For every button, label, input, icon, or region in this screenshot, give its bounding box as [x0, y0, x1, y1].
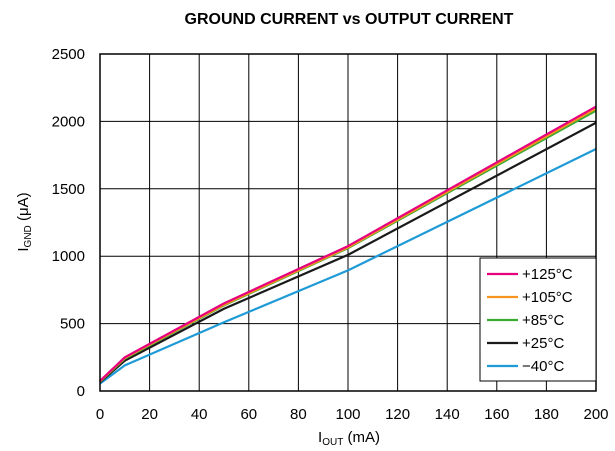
x-axis-label-subscript: OUT — [322, 437, 343, 448]
x-tick-label: 180 — [534, 406, 559, 423]
x-tick-label: 40 — [191, 406, 208, 423]
legend-label: +125°C — [522, 266, 573, 283]
y-tick-label: 2000 — [52, 113, 85, 130]
x-tick-label: 200 — [583, 406, 608, 423]
y-tick-label: 2500 — [52, 46, 85, 63]
legend: +125°C +105°C +85°C +25°C −40°C — [479, 257, 597, 382]
series-line-3 — [99, 121, 597, 384]
x-tick-label: 80 — [290, 406, 307, 423]
legend-label: +105°C — [522, 289, 573, 306]
x-tick-label: 60 — [240, 406, 257, 423]
legend-label: −40°C — [522, 358, 564, 375]
x-tick-label: 20 — [141, 406, 158, 423]
y-axis-label-main: I — [15, 247, 32, 251]
x-tick-label: 120 — [385, 406, 410, 423]
y-tick-label: 500 — [60, 316, 85, 333]
series-layer — [99, 105, 597, 385]
legend-label: +25°C — [522, 335, 564, 352]
x-tick-label: 0 — [96, 406, 104, 423]
x-axis-label-unit: (mA) — [343, 429, 380, 446]
x-tick-label: 160 — [484, 406, 509, 423]
legend-label: +85°C — [522, 312, 564, 329]
x-tick-label: 100 — [335, 406, 360, 423]
y-tick-label: 1000 — [52, 248, 85, 265]
y-axis-label-subscript: GND — [23, 225, 34, 247]
y-axis-label-unit: (μA) — [15, 192, 32, 225]
x-tick-label: 140 — [435, 406, 460, 423]
y-tick-label: 1500 — [52, 181, 85, 198]
y-tick-labels: 0 500 1000 1500 2000 2500 — [52, 46, 85, 400]
chart-title: GROUND CURRENT vs OUTPUT CURRENT — [185, 11, 514, 28]
series-line-4 — [99, 148, 597, 385]
plot-frame — [99, 53, 597, 392]
x-axis-label-main: I — [318, 429, 322, 446]
x-axis-label: IOUT (mA) — [318, 429, 380, 448]
x-tick-labels: 0 20 40 60 80 100 120 140 160 180 200 — [96, 406, 609, 423]
series-line-0 — [99, 105, 597, 382]
y-tick-label: 0 — [77, 383, 85, 400]
y-axis-label: IGND (μA) — [15, 192, 34, 251]
